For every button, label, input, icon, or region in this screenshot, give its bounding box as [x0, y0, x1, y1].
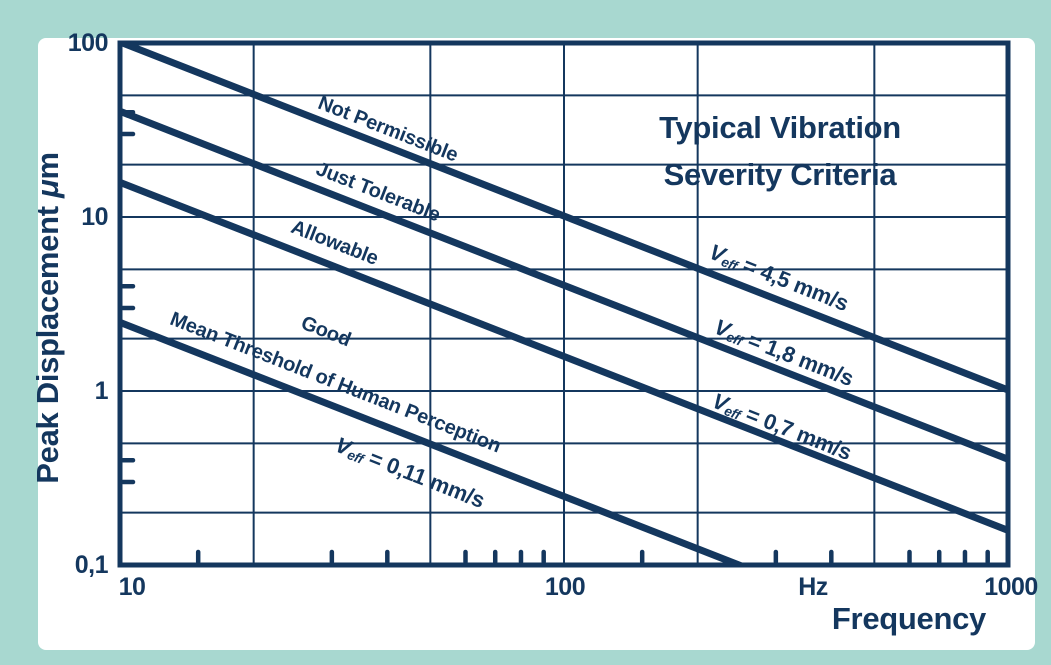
- x-tick-label-100: 100: [544, 573, 586, 601]
- y-tick-label-0-1: 0,1: [74, 551, 109, 579]
- y-axis-title-text: Peak Displacement: [30, 197, 65, 484]
- y-tick-label-100: 100: [67, 29, 109, 57]
- x-tick-label-10: 10: [118, 573, 146, 601]
- x-axis-title: Frequency: [831, 601, 986, 636]
- chart-title-line1: Typical Vibration: [659, 110, 901, 145]
- y-tick-label-10: 10: [81, 203, 108, 231]
- x-tick-label-1000: 1000: [984, 573, 1038, 601]
- y-axis-unit-m: m: [30, 152, 65, 180]
- chart-title: Typical Vibration Severity Criteria: [610, 104, 950, 198]
- micro-symbol: μ: [30, 179, 65, 198]
- y-axis-title: Peak Displacement μm: [30, 152, 66, 483]
- plot-area: [117, 40, 1011, 568]
- x-axis-unit-label: Hz: [798, 573, 828, 601]
- chart-title-line2: Severity Criteria: [663, 157, 897, 192]
- y-tick-label-1: 1: [94, 377, 109, 405]
